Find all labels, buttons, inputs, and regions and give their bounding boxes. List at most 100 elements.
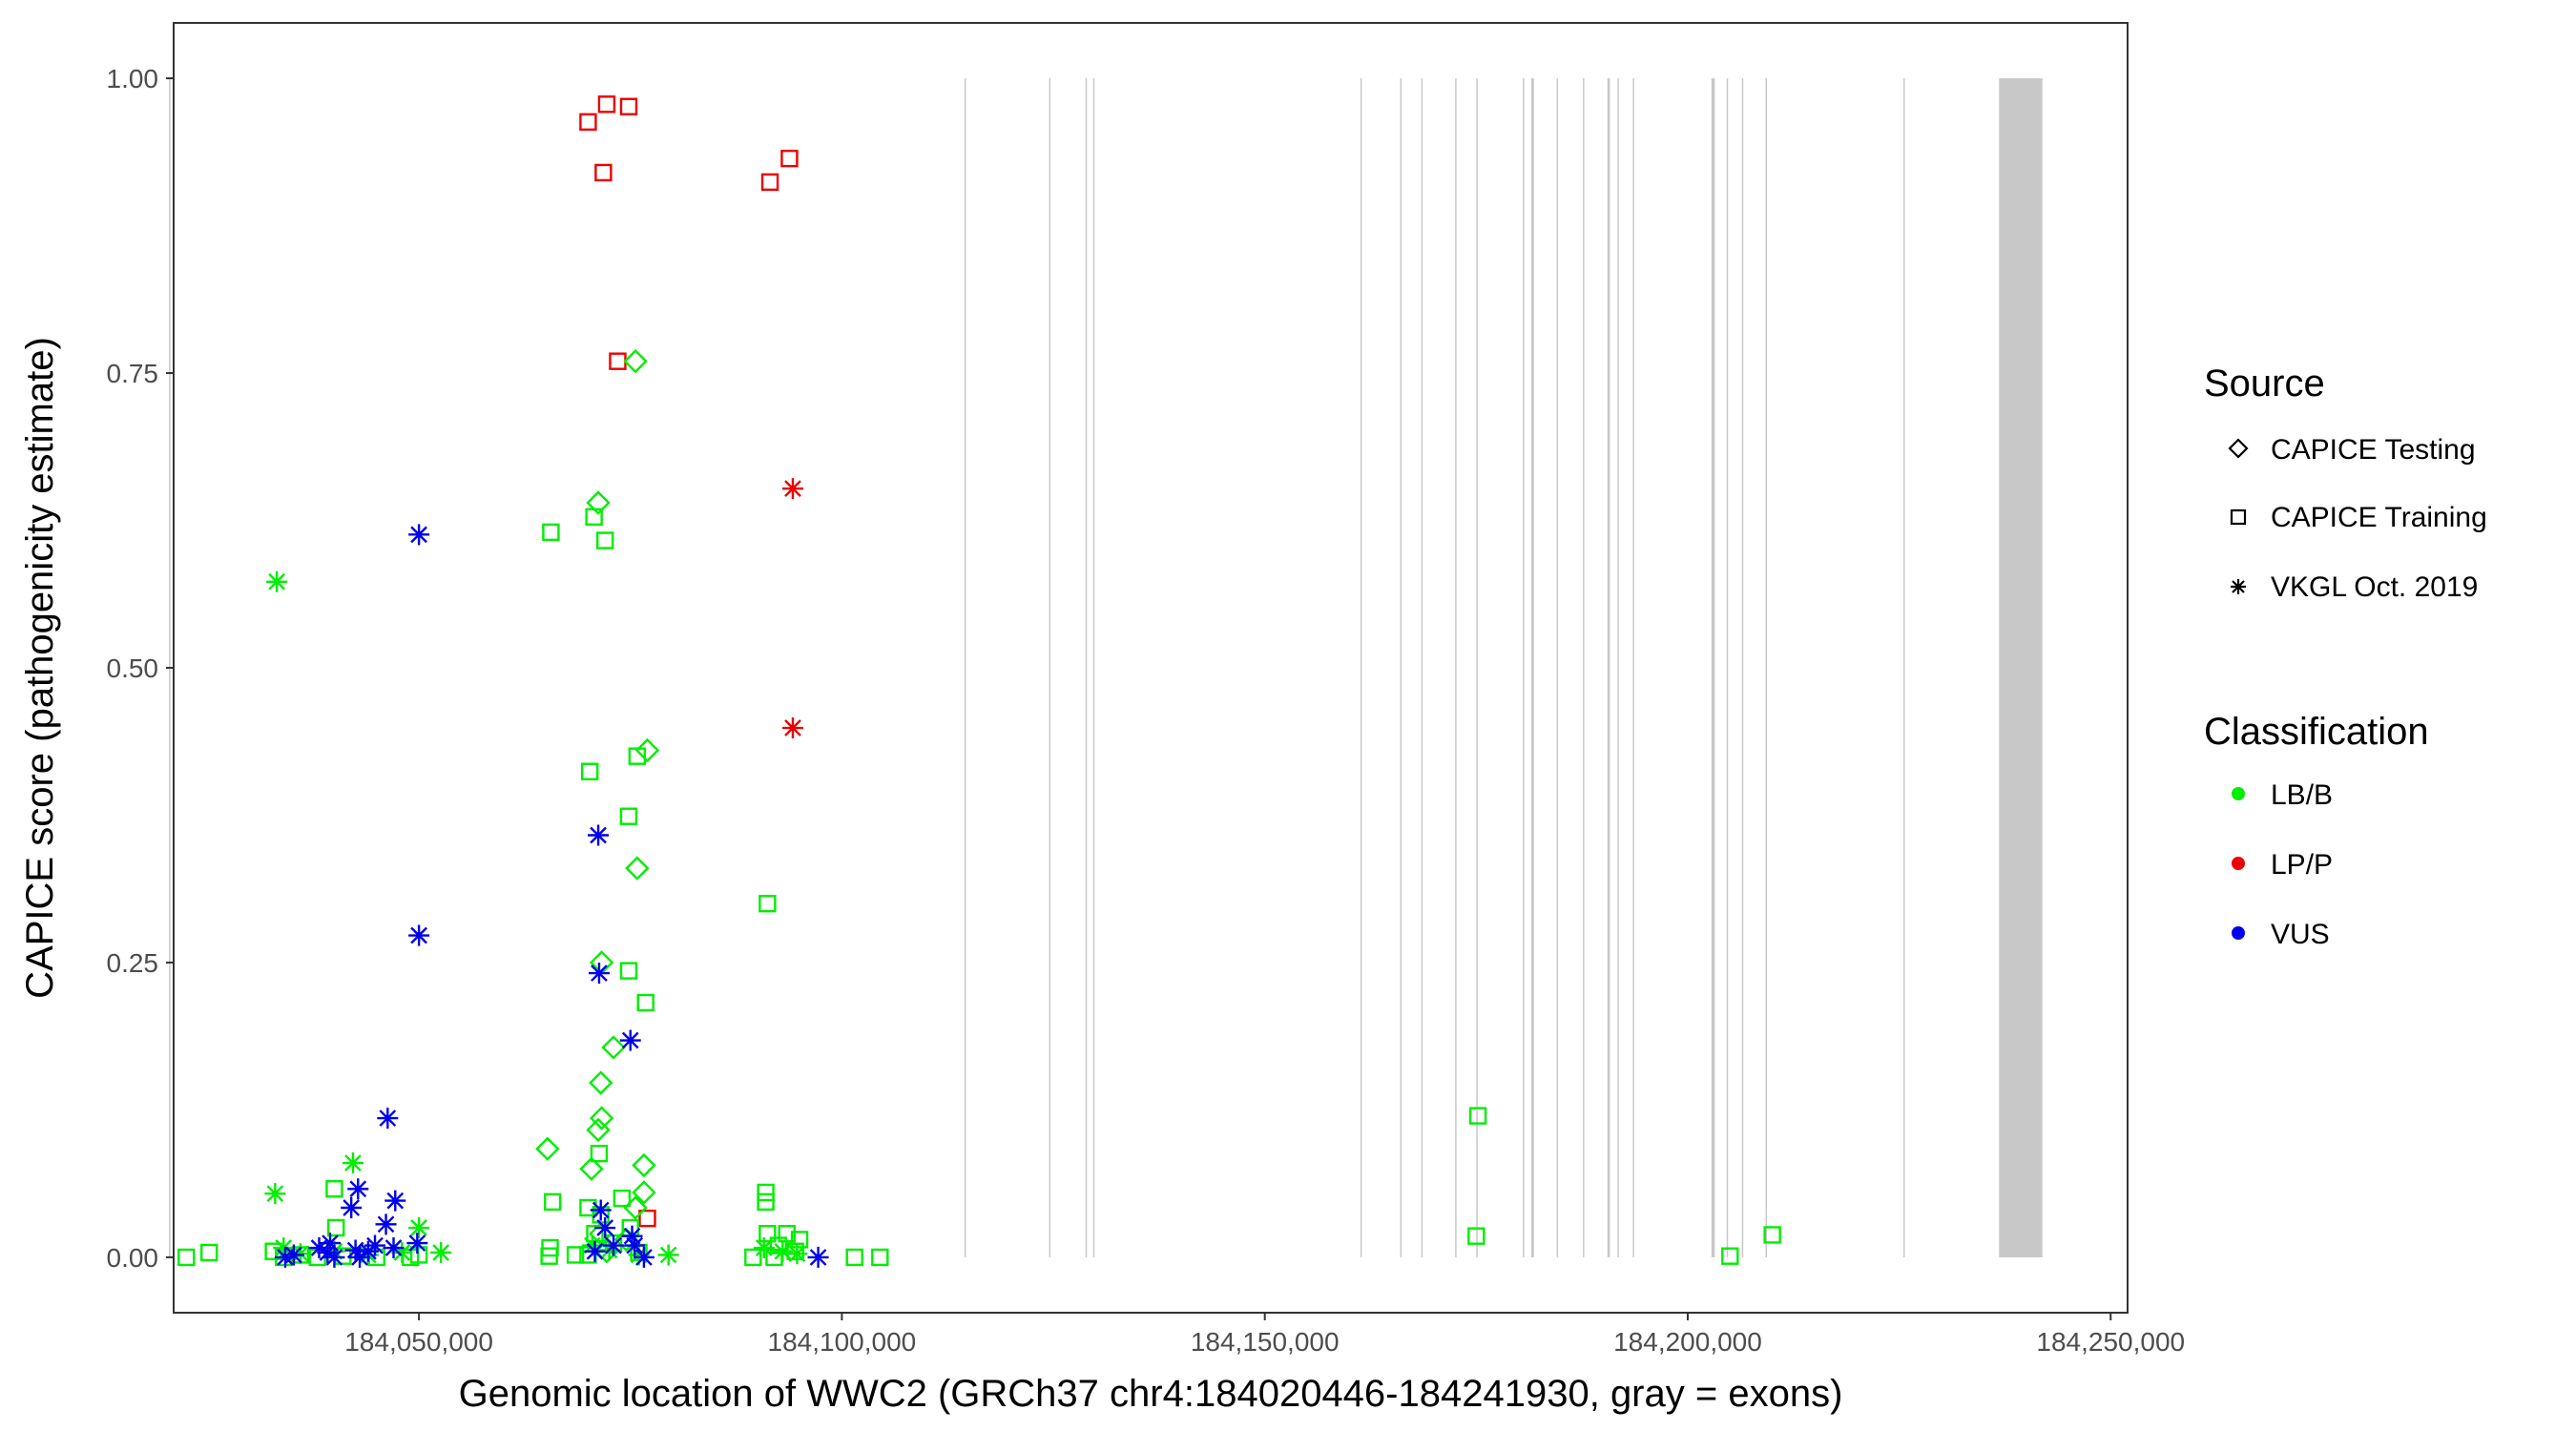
data-point-asterisk — [657, 1244, 679, 1266]
data-point-asterisk — [342, 1152, 364, 1174]
data-point-square — [1763, 1226, 1781, 1244]
data-point-square — [619, 97, 638, 115]
exon-band — [1726, 78, 1729, 1257]
data-point-square — [1468, 1107, 1487, 1125]
data-point-square — [757, 1183, 775, 1202]
lp-p-dot-icon — [2232, 857, 2245, 870]
legend-label-capice-training: CAPICE Training — [2271, 502, 2487, 533]
data-point-asterisk — [772, 1240, 794, 1262]
data-point-square — [636, 993, 654, 1012]
data-point-diamond — [632, 1180, 656, 1205]
legend-item-capice-training: CAPICE Training — [2230, 502, 2487, 533]
data-point-diamond — [601, 1035, 626, 1060]
legend-item-lb-b: LB/B — [2232, 779, 2333, 811]
data-point-asterisk — [621, 1225, 643, 1247]
data-point-diamond — [632, 1152, 656, 1178]
data-point-asterisk — [266, 570, 288, 592]
data-point-asterisk — [406, 1233, 428, 1255]
data-point-square — [871, 1248, 889, 1267]
vus-dot-icon — [2232, 926, 2245, 940]
data-point-asterisk — [344, 1239, 366, 1261]
legend-item-vus: VUS — [2232, 919, 2330, 950]
data-point-square — [619, 962, 638, 980]
data-point-asterisk — [628, 1244, 650, 1266]
exon-band — [1421, 78, 1423, 1257]
data-point-asterisk — [807, 1246, 829, 1268]
data-point-diamond — [535, 1136, 560, 1161]
x-tick-label: 184,200,000 — [1613, 1327, 1762, 1357]
data-point-square — [543, 1192, 562, 1212]
y-axis-title: CAPICE score (pathogenicity estimate) — [19, 337, 61, 999]
legend-classification-title: Classification — [2204, 711, 2429, 753]
data-point-square — [597, 95, 616, 114]
data-point-asterisk — [581, 1234, 603, 1256]
x-axis: 184,050,000 184,100,000 184,150,000 184,200… — [344, 1313, 2185, 1357]
y-tick-label: 0.25 — [107, 948, 159, 978]
data-point-asterisk — [375, 1213, 397, 1235]
data-point-asterisk — [264, 1183, 286, 1205]
exon-band — [1476, 78, 1478, 1257]
data-points — [177, 95, 1781, 1268]
data-point-asterisk — [275, 1246, 297, 1268]
data-point-square — [579, 113, 597, 132]
data-point-asterisk — [781, 478, 803, 500]
exon-band — [1085, 78, 1088, 1257]
data-point-diamond — [579, 1156, 604, 1181]
legend-item-capice-testing: CAPICE Testing — [2228, 434, 2476, 466]
y-tick-label: 0.00 — [107, 1243, 159, 1273]
legend-item-lp-p: LP/P — [2232, 849, 2333, 881]
data-point-asterisk — [633, 1246, 654, 1268]
exon-band — [1455, 78, 1457, 1257]
data-point-asterisk — [347, 1178, 369, 1200]
data-point-square — [758, 1224, 777, 1243]
data-point-square — [580, 762, 599, 780]
y-tick-label: 0.50 — [107, 653, 159, 683]
data-point-asterisk — [753, 1237, 775, 1259]
data-point-diamond — [623, 348, 648, 374]
data-point-asterisk — [320, 1233, 342, 1255]
exon-band — [964, 78, 966, 1257]
asterisk-marker-icon — [2231, 579, 2246, 594]
data-point-asterisk — [781, 717, 803, 739]
exon-band — [1607, 78, 1610, 1257]
square-marker-icon — [2230, 508, 2247, 526]
diamond-marker-icon — [2228, 438, 2249, 459]
legend-source-title: Source — [2204, 363, 2325, 404]
legend-label-vkgl-oct-2019: VKGL Oct. 2019 — [2271, 571, 2478, 603]
data-point-square — [1721, 1247, 1739, 1265]
exon-band — [1049, 78, 1051, 1257]
data-point-asterisk — [590, 1199, 612, 1221]
data-point-asterisk — [273, 1237, 295, 1259]
exon-band — [1360, 78, 1362, 1257]
data-point-asterisk — [384, 1190, 406, 1212]
data-point-asterisk — [349, 1246, 371, 1268]
data-point-square — [780, 149, 799, 168]
x-tick-label: 184,250,000 — [2036, 1327, 2185, 1357]
x-tick-label: 184,150,000 — [1191, 1327, 1340, 1357]
data-point-square — [613, 1189, 632, 1208]
data-point-square — [757, 1192, 775, 1212]
data-point-square — [542, 523, 560, 542]
exon-band — [1741, 78, 1744, 1257]
legend-label-vus: VUS — [2271, 919, 2330, 950]
x-axis-title: Genomic location of WWC2 (GRCh37 chr4:18… — [459, 1373, 1843, 1415]
exon-band — [1903, 78, 1905, 1257]
exon-band — [1999, 78, 2043, 1257]
data-point-asterisk — [341, 1197, 363, 1219]
exon-band — [1530, 78, 1534, 1257]
exon-band — [1765, 78, 1768, 1257]
data-point-square — [845, 1248, 863, 1267]
x-tick-label: 184,050,000 — [344, 1327, 493, 1357]
exon-bands — [169, 78, 2043, 1257]
exon-band — [1632, 78, 1634, 1257]
exon-band — [1583, 78, 1585, 1257]
data-point-asterisk — [594, 1217, 616, 1239]
data-point-diamond — [634, 737, 660, 763]
data-point-square — [409, 1246, 428, 1264]
legend: Source CAPICE Testing CAPICE Training VK… — [2204, 363, 2487, 950]
data-point-square — [1467, 1227, 1485, 1245]
y-axis: 0.00 0.25 0.50 0.75 1.00 — [107, 64, 174, 1273]
data-point-square — [590, 1144, 609, 1163]
